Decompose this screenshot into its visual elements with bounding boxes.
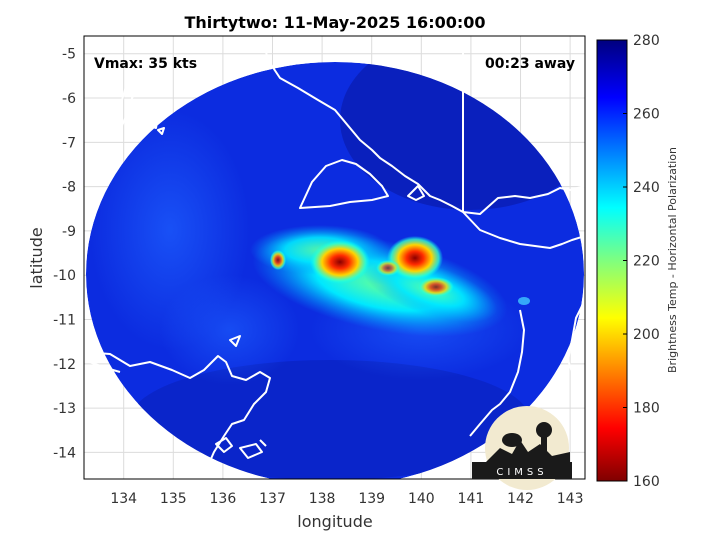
x-tick-label: 136 [210,491,237,507]
coastlines [84,36,585,479]
x-tick-label: 135 [160,491,187,507]
y-axis-label: latitude [27,227,46,288]
y-tick-label: -13 [53,401,76,417]
x-tick-label: 139 [358,491,385,507]
plot-frame [83,35,586,480]
logo-tank [536,422,552,438]
y-tick-label: -5 [62,47,76,63]
colorbar-ticks: 280 260 240 220 200 180 160 [623,33,660,490]
y-tick-label: -10 [53,268,76,284]
brightness-temp-swath [84,36,585,479]
x-tick-label: 134 [110,491,137,507]
time-offset-annotation: 00:23 away [485,56,575,72]
x-tick-label: 140 [408,491,435,507]
x-tick-label: 138 [309,491,336,507]
colorbar-tick-label: 160 [633,474,660,490]
y-tick-label: -7 [62,135,76,151]
x-tick-label: 137 [259,491,286,507]
colorbar-tick-label: 240 [633,180,660,196]
colorbar-tick-label: 280 [633,33,660,49]
y-tick-label: -12 [53,357,76,373]
x-tick-label: 141 [458,491,485,507]
chart-title: Thirtytwo: 11-May-2025 16:00:00 [184,13,485,32]
logo-text: CIMSS [496,467,547,478]
x-tick-label: 142 [507,491,534,507]
y-tick-label: -8 [62,180,76,196]
logo-dish [502,433,522,447]
colorbar-tick-label: 220 [633,254,660,270]
colorbar [596,39,628,482]
x-axis-label: longitude [297,512,372,531]
cimss-logo: CIMSS [472,406,572,490]
colorbar-label: Brightness Temp - Horizontal Polarizatio… [666,147,679,373]
y-tick-labels: -5 -6 -7 -8 -9 -10 -11 -12 -13 -14 [53,47,76,462]
colorbar-tick-label: 200 [633,327,660,343]
colorbar-tick-label: 260 [633,107,660,123]
y-tick-label: -6 [62,91,76,107]
y-tick-label: -11 [53,313,76,329]
logo-tower [541,432,547,462]
x-tick-labels: 134 135 136 137 138 139 140 141 142 143 [110,491,583,507]
y-tick-label: -14 [53,445,76,461]
colorbar-tick-label: 180 [633,401,660,417]
logo-banner [472,462,572,479]
y-tick-label: -9 [62,224,76,240]
vmax-annotation: Vmax: 35 kts [94,56,197,72]
x-tick-label: 143 [557,491,584,507]
